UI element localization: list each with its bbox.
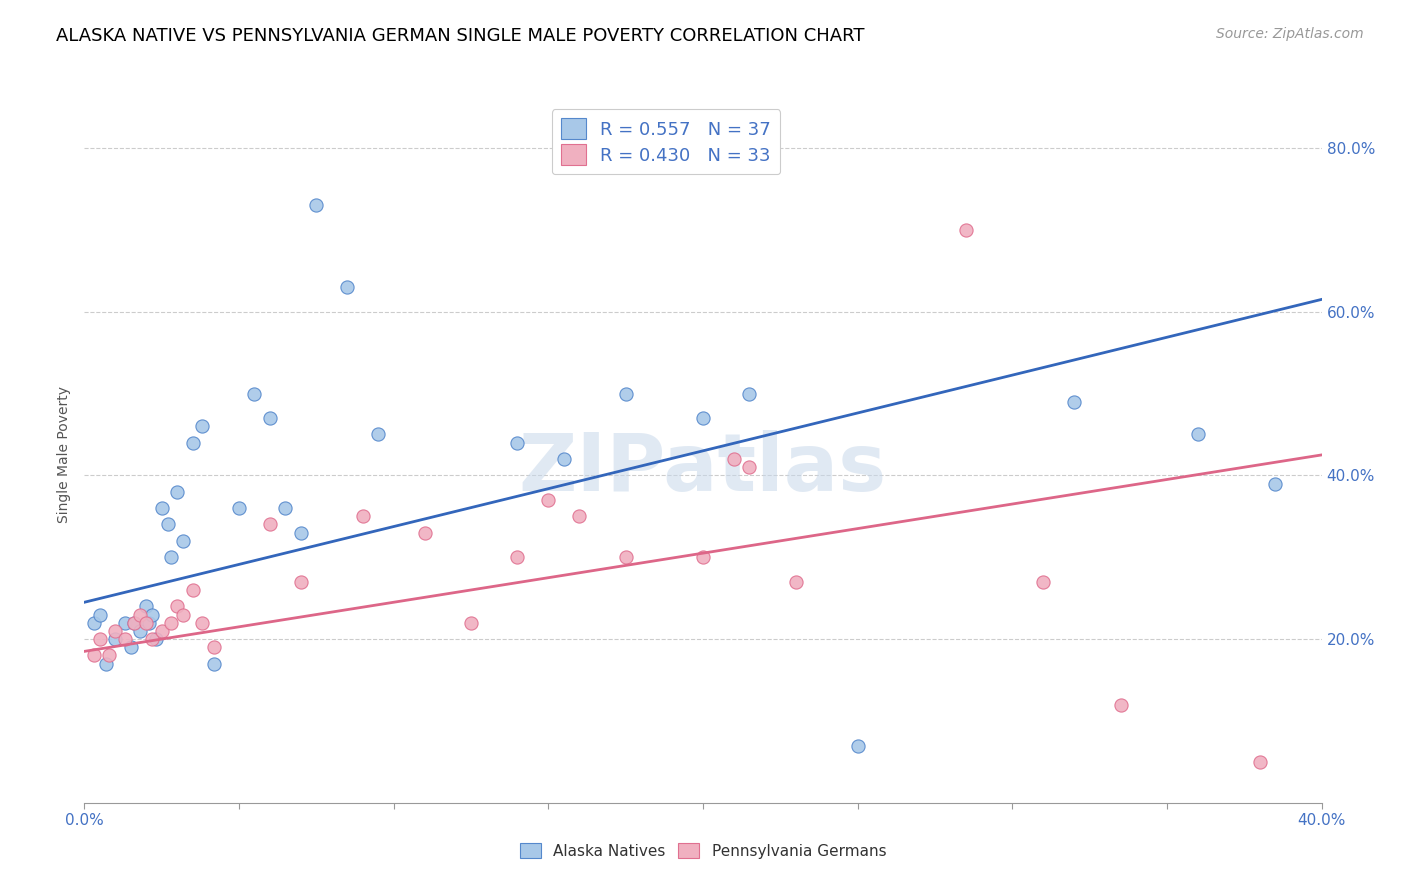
Point bbox=[83, 615, 105, 630]
Point bbox=[122, 615, 145, 630]
Point bbox=[138, 615, 160, 630]
Point bbox=[692, 550, 714, 565]
Point bbox=[104, 632, 127, 646]
Point bbox=[228, 501, 250, 516]
Point bbox=[1187, 427, 1209, 442]
Point bbox=[1032, 574, 1054, 589]
Point bbox=[1249, 755, 1271, 769]
Point bbox=[274, 501, 297, 516]
Point bbox=[1264, 476, 1286, 491]
Point bbox=[89, 632, 111, 646]
Point bbox=[259, 411, 281, 425]
Point bbox=[114, 615, 136, 630]
Point bbox=[135, 615, 157, 630]
Text: ZIPatlas: ZIPatlas bbox=[519, 430, 887, 508]
Point bbox=[166, 599, 188, 614]
Point bbox=[305, 198, 328, 212]
Point bbox=[120, 640, 142, 655]
Point bbox=[568, 509, 591, 524]
Point bbox=[202, 640, 225, 655]
Point bbox=[160, 550, 183, 565]
Point bbox=[243, 386, 266, 401]
Point bbox=[259, 517, 281, 532]
Point bbox=[290, 574, 312, 589]
Point bbox=[135, 599, 157, 614]
Point bbox=[156, 517, 179, 532]
Point bbox=[506, 550, 529, 565]
Point bbox=[506, 435, 529, 450]
Point bbox=[460, 615, 482, 630]
Legend: Alaska Natives, Pennsylvania Germans: Alaska Natives, Pennsylvania Germans bbox=[513, 837, 893, 864]
Point bbox=[104, 624, 127, 638]
Point bbox=[181, 435, 204, 450]
Point bbox=[537, 492, 560, 507]
Point bbox=[94, 657, 117, 671]
Point bbox=[191, 419, 214, 434]
Point bbox=[614, 386, 637, 401]
Point bbox=[723, 452, 745, 467]
Point bbox=[150, 501, 173, 516]
Point bbox=[614, 550, 637, 565]
Point bbox=[413, 525, 436, 540]
Point bbox=[166, 484, 188, 499]
Point bbox=[553, 452, 575, 467]
Point bbox=[352, 509, 374, 524]
Point bbox=[336, 280, 359, 294]
Text: ALASKA NATIVE VS PENNSYLVANIA GERMAN SINGLE MALE POVERTY CORRELATION CHART: ALASKA NATIVE VS PENNSYLVANIA GERMAN SIN… bbox=[56, 27, 865, 45]
Point bbox=[367, 427, 389, 442]
Point bbox=[785, 574, 807, 589]
Y-axis label: Single Male Poverty: Single Male Poverty bbox=[58, 386, 72, 524]
Point bbox=[191, 615, 214, 630]
Point bbox=[122, 615, 145, 630]
Point bbox=[738, 386, 761, 401]
Point bbox=[89, 607, 111, 622]
Point bbox=[83, 648, 105, 663]
Point bbox=[172, 607, 194, 622]
Point bbox=[98, 648, 121, 663]
Point bbox=[141, 632, 163, 646]
Point bbox=[150, 624, 173, 638]
Point bbox=[202, 657, 225, 671]
Point bbox=[129, 607, 152, 622]
Point bbox=[160, 615, 183, 630]
Point bbox=[290, 525, 312, 540]
Point bbox=[846, 739, 869, 753]
Point bbox=[145, 632, 167, 646]
Point bbox=[738, 460, 761, 475]
Point bbox=[114, 632, 136, 646]
Point bbox=[141, 607, 163, 622]
Point bbox=[692, 411, 714, 425]
Point bbox=[1109, 698, 1132, 712]
Point bbox=[129, 624, 152, 638]
Point bbox=[955, 223, 977, 237]
Point bbox=[181, 582, 204, 597]
Text: Source: ZipAtlas.com: Source: ZipAtlas.com bbox=[1216, 27, 1364, 41]
Point bbox=[1063, 394, 1085, 409]
Point bbox=[172, 533, 194, 548]
